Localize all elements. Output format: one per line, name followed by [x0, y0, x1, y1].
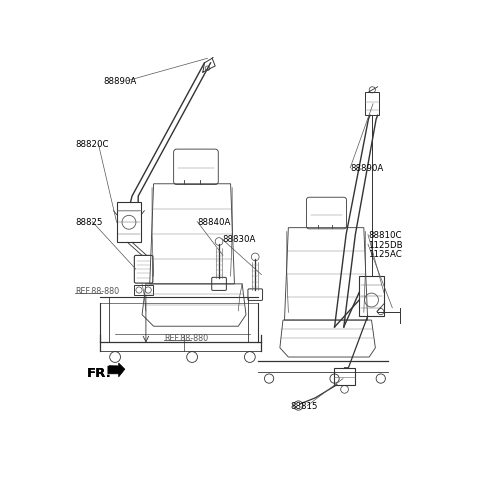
Text: FR.: FR.: [86, 366, 111, 379]
Text: FR.: FR.: [86, 366, 111, 379]
Text: REF.88-880: REF.88-880: [164, 333, 208, 342]
Text: 88890A: 88890A: [104, 77, 137, 86]
Text: 88825: 88825: [75, 217, 103, 227]
Text: 1125DB: 1125DB: [368, 240, 403, 249]
Text: REF.88-880: REF.88-880: [75, 287, 120, 296]
Text: 88890A: 88890A: [350, 164, 384, 173]
Text: 1125AC: 1125AC: [368, 250, 402, 259]
Text: 88830A: 88830A: [222, 235, 255, 244]
Polygon shape: [108, 363, 125, 377]
Text: 88815: 88815: [290, 401, 318, 410]
Text: 88810C: 88810C: [368, 230, 401, 240]
Text: 88820C: 88820C: [75, 140, 109, 149]
Text: 88840A: 88840A: [197, 217, 230, 227]
